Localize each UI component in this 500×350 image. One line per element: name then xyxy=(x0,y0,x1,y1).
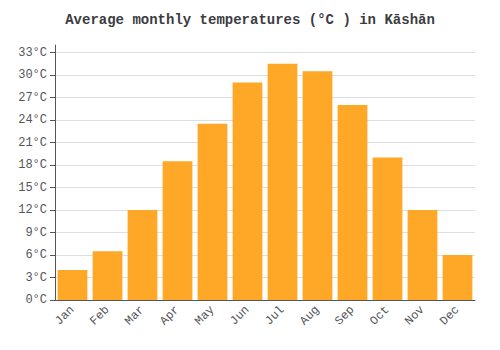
svg-text:Sep: Sep xyxy=(332,303,357,328)
svg-text:3°C: 3°C xyxy=(25,271,47,285)
svg-text:Dec: Dec xyxy=(437,303,462,328)
svg-text:Nov: Nov xyxy=(402,303,427,328)
svg-text:18°C: 18°C xyxy=(18,158,47,172)
svg-text:12°C: 12°C xyxy=(18,203,47,217)
svg-text:Average monthly temperatures (: Average monthly temperatures (°C ) in Kā… xyxy=(65,12,435,28)
svg-text:Aug: Aug xyxy=(297,303,322,328)
svg-text:May: May xyxy=(192,303,217,328)
svg-text:9°C: 9°C xyxy=(25,226,47,240)
svg-text:30°C: 30°C xyxy=(18,68,47,82)
svg-text:27°C: 27°C xyxy=(18,91,47,105)
svg-text:Mar: Mar xyxy=(122,303,147,328)
svg-text:Oct: Oct xyxy=(367,303,392,328)
svg-text:6°C: 6°C xyxy=(25,248,47,262)
svg-text:Jul: Jul xyxy=(262,303,287,328)
svg-text:24°C: 24°C xyxy=(18,113,47,127)
svg-text:Feb: Feb xyxy=(87,303,112,328)
svg-text:0°C: 0°C xyxy=(25,293,47,307)
svg-text:Apr: Apr xyxy=(157,303,182,328)
svg-text:Jun: Jun xyxy=(227,303,252,328)
svg-text:15°C: 15°C xyxy=(18,181,47,195)
svg-text:33°C: 33°C xyxy=(18,46,47,60)
svg-text:Jan: Jan xyxy=(52,303,77,328)
svg-text:21°C: 21°C xyxy=(18,136,47,150)
